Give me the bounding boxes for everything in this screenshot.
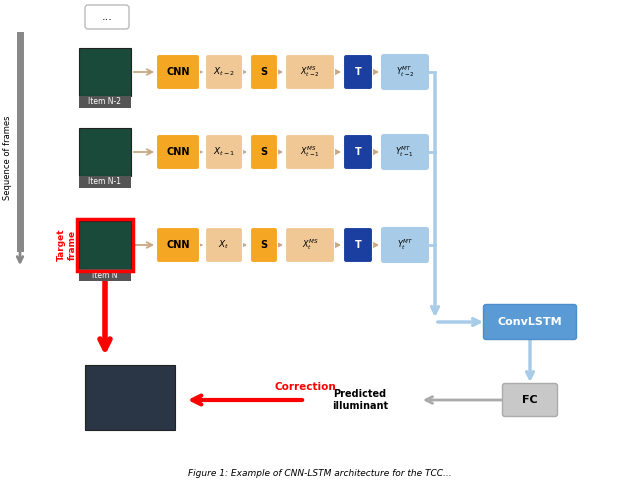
Text: $X^{MS}_{t-1}$: $X^{MS}_{t-1}$ <box>300 145 320 159</box>
FancyBboxPatch shape <box>483 304 577 339</box>
FancyBboxPatch shape <box>250 227 278 262</box>
Text: Figure 1: Example of CNN-LSTM architecture for the TCC...: Figure 1: Example of CNN-LSTM architectu… <box>188 469 452 479</box>
Text: $X_{t-2}$: $X_{t-2}$ <box>213 66 235 78</box>
FancyBboxPatch shape <box>381 227 429 262</box>
FancyBboxPatch shape <box>344 227 372 262</box>
Text: S: S <box>260 147 268 157</box>
FancyBboxPatch shape <box>79 176 131 188</box>
FancyBboxPatch shape <box>250 55 278 90</box>
FancyBboxPatch shape <box>157 55 200 90</box>
FancyBboxPatch shape <box>285 227 335 262</box>
Text: $X_t$: $X_t$ <box>218 239 230 251</box>
Text: $Y^{MT}_{t-2}$: $Y^{MT}_{t-2}$ <box>396 64 415 79</box>
FancyBboxPatch shape <box>502 383 557 417</box>
FancyBboxPatch shape <box>17 32 24 252</box>
FancyBboxPatch shape <box>79 96 131 108</box>
FancyBboxPatch shape <box>85 365 175 430</box>
Text: S: S <box>260 67 268 77</box>
FancyBboxPatch shape <box>285 135 335 169</box>
Text: T: T <box>355 67 362 77</box>
Text: $X_{t-1}$: $X_{t-1}$ <box>213 146 235 158</box>
Text: $X^{MS}_t$: $X^{MS}_t$ <box>301 238 318 253</box>
Text: Target
frame: Target frame <box>58 228 77 261</box>
FancyBboxPatch shape <box>285 55 335 90</box>
FancyBboxPatch shape <box>381 135 429 169</box>
FancyBboxPatch shape <box>79 269 131 281</box>
FancyBboxPatch shape <box>250 135 278 169</box>
Text: $Y^{MT}_{t-1}$: $Y^{MT}_{t-1}$ <box>396 145 415 159</box>
FancyBboxPatch shape <box>157 227 200 262</box>
Text: Item N-2: Item N-2 <box>88 97 122 106</box>
FancyBboxPatch shape <box>79 128 131 176</box>
Text: CNN: CNN <box>166 147 189 157</box>
FancyBboxPatch shape <box>205 227 243 262</box>
FancyBboxPatch shape <box>85 5 129 29</box>
FancyBboxPatch shape <box>344 55 372 90</box>
Text: Correction: Correction <box>274 382 336 392</box>
Text: Sequence of frames: Sequence of frames <box>3 116 13 200</box>
Text: FC: FC <box>522 395 538 405</box>
Text: $X^{MS}_{t-2}$: $X^{MS}_{t-2}$ <box>300 64 320 79</box>
Text: T: T <box>355 240 362 250</box>
FancyBboxPatch shape <box>205 135 243 169</box>
FancyBboxPatch shape <box>381 55 429 90</box>
Text: T: T <box>355 147 362 157</box>
Text: Item N: Item N <box>92 271 118 279</box>
Text: Item N-1: Item N-1 <box>88 178 122 186</box>
FancyBboxPatch shape <box>344 135 372 169</box>
FancyBboxPatch shape <box>205 55 243 90</box>
Text: $Y^{MT}_t$: $Y^{MT}_t$ <box>397 238 413 253</box>
Text: CNN: CNN <box>166 240 189 250</box>
Text: ...: ... <box>102 12 113 22</box>
Text: CNN: CNN <box>166 67 189 77</box>
Text: ConvLSTM: ConvLSTM <box>498 317 563 327</box>
FancyBboxPatch shape <box>79 48 131 96</box>
Text: S: S <box>260 240 268 250</box>
FancyBboxPatch shape <box>157 135 200 169</box>
Text: Predicted
illuminant: Predicted illuminant <box>332 389 388 411</box>
FancyBboxPatch shape <box>79 221 131 269</box>
